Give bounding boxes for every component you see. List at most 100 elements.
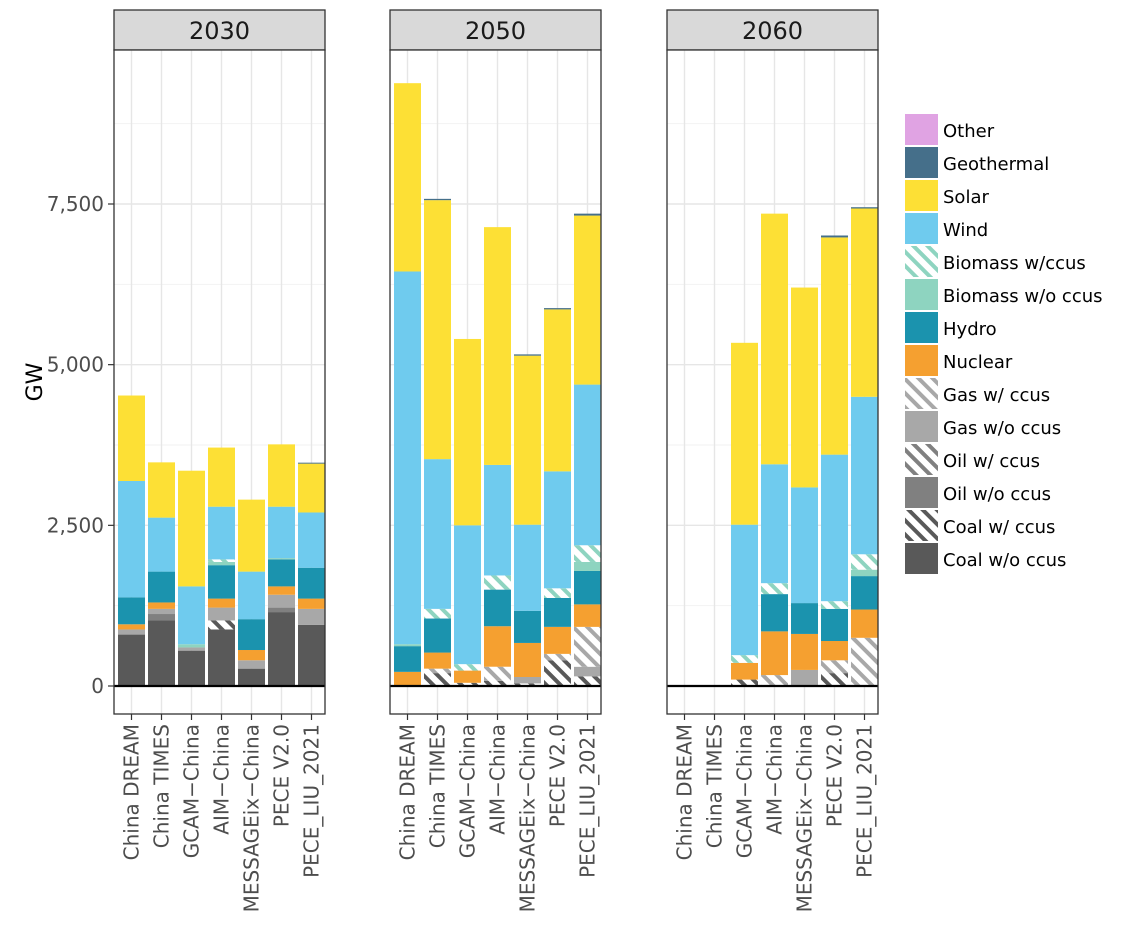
bar-segment — [574, 213, 601, 216]
panel-title: 2030 — [189, 17, 250, 45]
bar-segment — [298, 624, 325, 686]
bar-segment — [851, 576, 878, 610]
bar-segment — [514, 683, 541, 686]
bar-segment — [394, 271, 421, 645]
y-tick-label: 0 — [91, 674, 104, 698]
bar-segment — [118, 480, 145, 598]
bar-segment — [298, 462, 325, 464]
bar-segment — [298, 463, 325, 513]
bar-segment — [791, 633, 818, 670]
bar-segment — [761, 675, 788, 686]
x-tick-label: China TIMES — [426, 724, 450, 848]
bar-segment — [544, 597, 571, 627]
bar-segment — [851, 396, 878, 555]
x-tick-label: China DREAM — [673, 724, 697, 860]
bar-segment — [514, 677, 541, 684]
bar-segment — [731, 342, 758, 525]
panel-border — [389, 49, 602, 715]
bar-segment — [178, 470, 205, 587]
bar-segment — [298, 608, 325, 625]
bar-segment — [148, 614, 175, 621]
legend-label: Geothermal — [943, 154, 1049, 175]
bar-segment — [851, 569, 878, 577]
bar-segment — [238, 668, 265, 686]
bar-segment — [791, 603, 818, 634]
bar-segment — [454, 670, 481, 683]
bar-segment — [298, 567, 325, 599]
legend-key — [905, 114, 938, 145]
bar-segment — [821, 454, 848, 602]
bar-segment — [454, 664, 481, 671]
bar-segment — [118, 395, 145, 481]
x-tick-label: MESSAGEix−China — [516, 724, 540, 912]
legend-key — [905, 411, 938, 442]
panel-2060: 2060 China DREAM China TIMES GCAM−China AIM−… — [666, 9, 879, 912]
bar-segment — [424, 652, 451, 669]
bar-segment — [394, 644, 421, 647]
legend-label: Biomass w/o ccus — [943, 286, 1103, 307]
legend-key — [905, 345, 938, 376]
bar-segment — [544, 653, 571, 661]
legend-key — [905, 213, 938, 244]
x-tick-label: PECE V2.0 — [270, 724, 294, 827]
x-tick-label: PECE V2.0 — [546, 724, 570, 827]
legend: Other Geothermal Solar Wind Biomass w/ccus Bi… — [905, 114, 1103, 574]
bar-segment — [544, 660, 571, 686]
bar-segment — [514, 642, 541, 678]
x-tick-label: PECE_LIU_2021 — [300, 724, 324, 878]
bar-segment — [821, 660, 848, 674]
legend-label: Oil w/ ccus — [943, 451, 1040, 472]
bar-segment — [238, 650, 265, 661]
bar-segment — [574, 676, 601, 686]
bar-segment — [761, 583, 788, 595]
x-tick-label: AIM−China — [210, 724, 234, 835]
legend-key — [905, 312, 938, 343]
bar-segment — [148, 462, 175, 518]
legend-label: Oil w/o ccus — [943, 484, 1051, 505]
x-tick-label: China TIMES — [703, 724, 727, 848]
x-tick-label: PECE V2.0 — [823, 724, 847, 827]
bar-segment — [208, 506, 235, 560]
bar-segment — [298, 512, 325, 568]
bar-segment — [148, 517, 175, 572]
bar-segment — [761, 213, 788, 465]
bar-segment — [268, 558, 295, 560]
legend-label: Wind — [943, 220, 988, 241]
bar-segment — [394, 671, 421, 686]
bar-segment — [424, 459, 451, 609]
bar-segment — [821, 237, 848, 455]
bar-segment — [574, 384, 601, 546]
x-tick-label: China DREAM — [120, 724, 144, 860]
legend-label: Solar — [943, 187, 989, 208]
bar-segment — [178, 644, 205, 648]
bar-segment — [851, 554, 878, 570]
bar-segment — [298, 598, 325, 609]
bar-segment — [851, 207, 878, 209]
bar-segment — [574, 666, 601, 677]
x-tick-label: GCAM−China — [180, 724, 204, 858]
bar-segment — [731, 655, 758, 663]
panel-border — [666, 49, 879, 715]
bar-segment — [238, 499, 265, 572]
legend-key — [905, 246, 938, 277]
legend-label: Coal w/ ccus — [943, 517, 1055, 538]
bar-segment — [208, 620, 235, 630]
bar-segment — [148, 602, 175, 609]
bar-segment — [484, 589, 511, 627]
bar-segment — [118, 629, 145, 635]
bar-segment — [208, 598, 235, 608]
bar-segment — [514, 354, 541, 356]
legend-key — [905, 279, 938, 310]
bar-segment — [208, 565, 235, 599]
bar-segment — [574, 626, 601, 667]
bar-segment — [851, 637, 878, 686]
panel-2030: 2030 China DREAM China TIMES GCAM−China AIM−… — [113, 9, 326, 912]
bar-segment — [148, 608, 175, 615]
panel-title: 2060 — [742, 17, 803, 45]
bar-segment — [148, 571, 175, 603]
bar-segment — [851, 609, 878, 638]
bar-segment — [268, 444, 295, 507]
y-tick-label: 2,500 — [47, 513, 104, 537]
bar-segment — [574, 604, 601, 627]
bar-segment — [394, 646, 421, 672]
